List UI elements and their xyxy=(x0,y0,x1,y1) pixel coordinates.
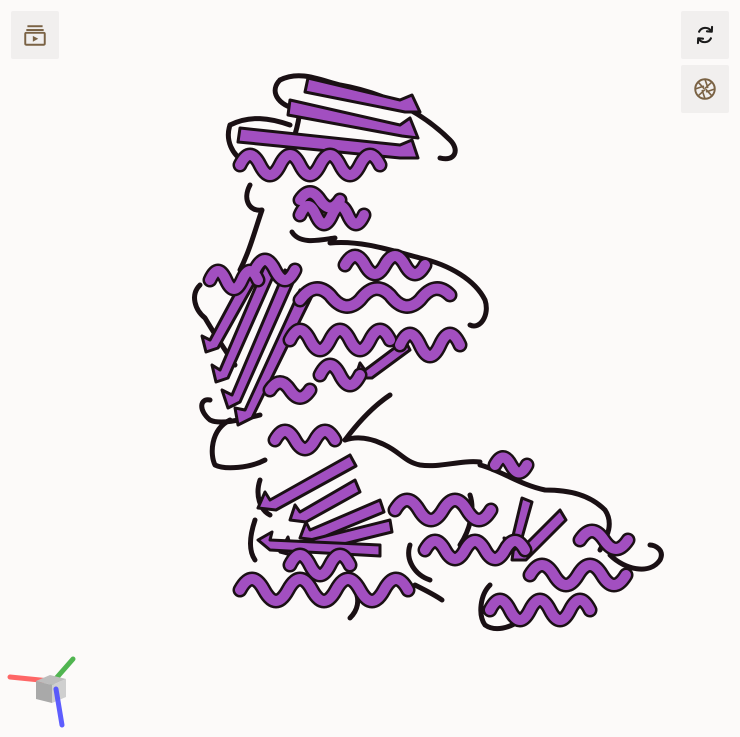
z-axis xyxy=(53,686,65,728)
refresh-icon xyxy=(696,25,714,45)
playlist-play-icon xyxy=(24,25,46,46)
playlist-play-button[interactable] xyxy=(11,11,59,59)
orientation-axes xyxy=(7,656,76,728)
reset-view-button[interactable] xyxy=(681,11,729,59)
camera-aperture-icon xyxy=(694,78,716,100)
screenshot-button[interactable] xyxy=(681,65,729,113)
alpha-helices xyxy=(202,147,636,628)
axes-cube xyxy=(36,675,66,703)
beta-sheets xyxy=(200,76,568,562)
